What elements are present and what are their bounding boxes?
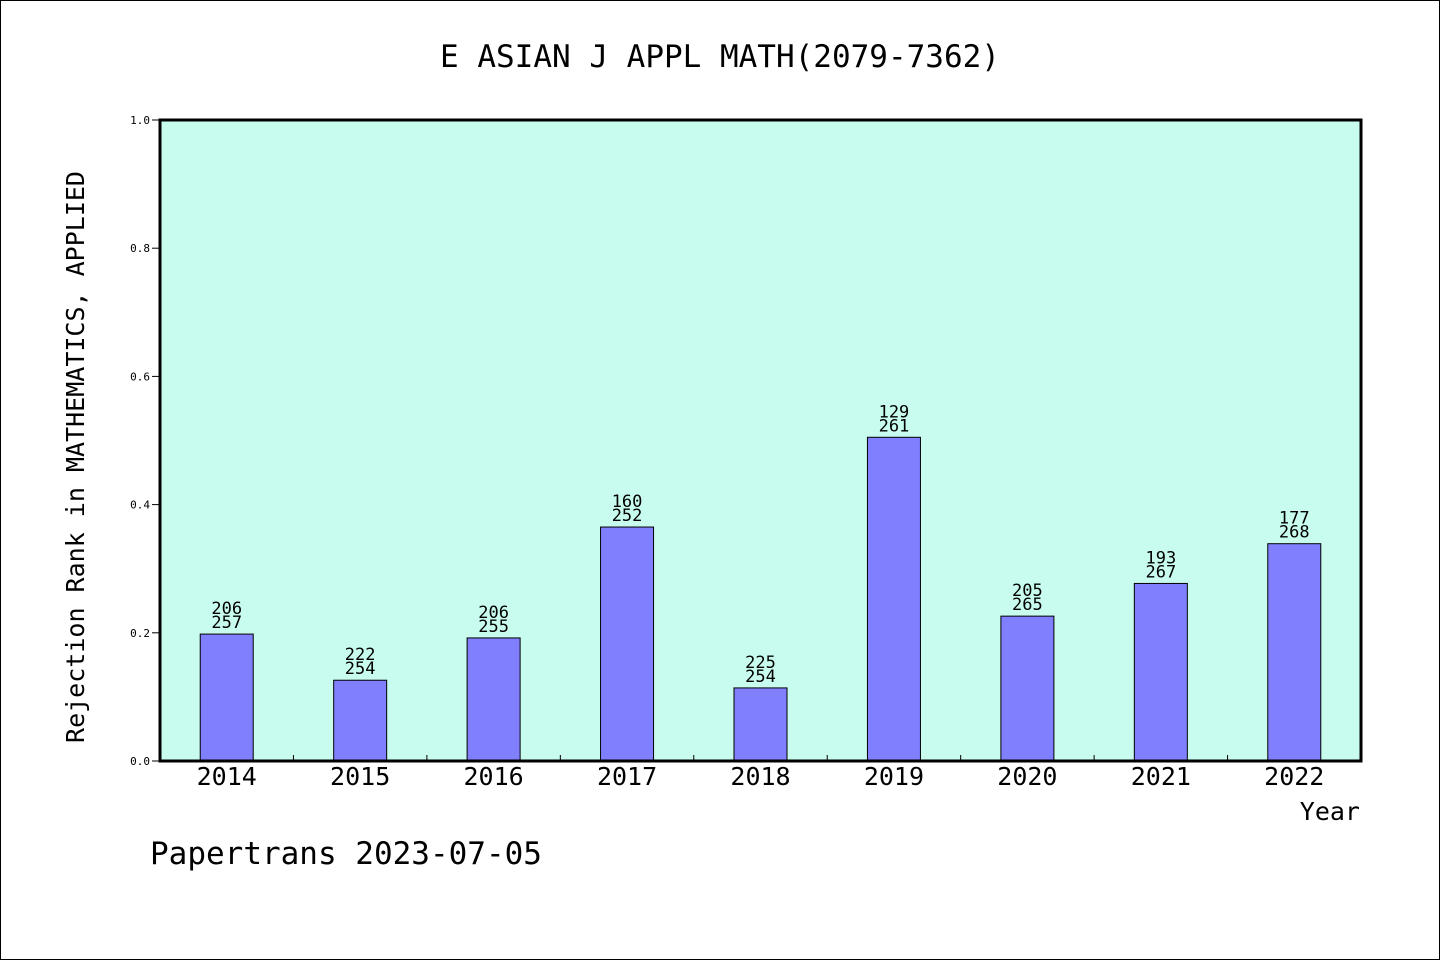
x-tick-label-2021: 2021 (1131, 762, 1191, 791)
y-axis-label: Rejection Rank in MATHEMATICS, APPLIED (61, 171, 90, 743)
x-tick-label-2014: 2014 (197, 762, 257, 791)
bar-2015 (333, 679, 388, 762)
bar-label-top-2017: 160 (612, 492, 643, 512)
x-tick-label-2022: 2022 (1264, 762, 1324, 791)
x-tick-label-2015: 2015 (330, 762, 390, 791)
plot-border (158, 118, 1363, 763)
bar-label-top-2015: 222 (345, 645, 376, 665)
y-tick-label-0.2: 0.2 (130, 627, 150, 640)
footer-text: Papertrans 2023-07-05 (150, 836, 542, 872)
bar-value-labels: 2062572222542062551602522252541292612052… (211, 402, 1309, 687)
bar-label-top-2021: 193 (1145, 548, 1176, 568)
x-tick-label-2016: 2016 (464, 762, 524, 791)
y-tick-label-0.4: 0.4 (130, 499, 150, 512)
bar-2014 (199, 633, 254, 762)
bar-label-top-2019: 129 (879, 402, 910, 422)
bar-label-top-2018: 225 (745, 653, 776, 673)
bar-label-bottom-2017: 252 (612, 506, 643, 526)
bar-2018 (733, 687, 788, 762)
bar-label-top-2016: 206 (478, 603, 509, 623)
x-tick-label-2020: 2020 (997, 762, 1057, 791)
bar-2020 (1000, 615, 1055, 762)
x-axis-label: Year (1300, 797, 1360, 826)
x-tick-label-2018: 2018 (730, 762, 790, 791)
bar-label-bottom-2022: 268 (1279, 523, 1310, 543)
bar-label-bottom-2018: 254 (745, 667, 776, 687)
bar-2022 (1267, 543, 1322, 762)
y-tick-label-0.6: 0.6 (130, 370, 150, 383)
y-tick-label-0.0: 0.0 (130, 755, 150, 768)
chart-title: E ASIAN J APPL MATH(2079-7362) (440, 39, 1000, 75)
x-tick-label-2019: 2019 (864, 762, 924, 791)
bar-label-bottom-2016: 255 (478, 617, 509, 637)
bar-label-top-2022: 177 (1279, 509, 1310, 529)
bar-2019 (866, 436, 921, 762)
bar-label-bottom-2015: 254 (345, 659, 376, 679)
y-axis-ticks: 0.0 0.2 0.4 0.6 0.8 1.0 (130, 114, 160, 768)
bar-2017 (600, 526, 655, 762)
bar-2016 (466, 637, 521, 762)
bar-label-bottom-2019: 261 (879, 416, 910, 436)
bar-label-bottom-2021: 267 (1145, 562, 1176, 582)
y-tick-label-1.0: 1.0 (130, 114, 150, 127)
x-tick-label-2017: 2017 (597, 762, 657, 791)
bar-label-top-2014: 206 (211, 599, 242, 619)
bar-label-bottom-2014: 257 (211, 613, 242, 633)
x-axis-ticks: 2014 2015 2016 2017 2018 2019 2020 2021 2022 (197, 755, 1324, 791)
bar-label-top-2020: 205 (1012, 581, 1043, 601)
bar-label-bottom-2020: 265 (1012, 595, 1043, 615)
bar-series (199, 436, 1322, 762)
bar-2021 (1133, 582, 1188, 762)
y-tick-label-0.8: 0.8 (130, 242, 150, 255)
